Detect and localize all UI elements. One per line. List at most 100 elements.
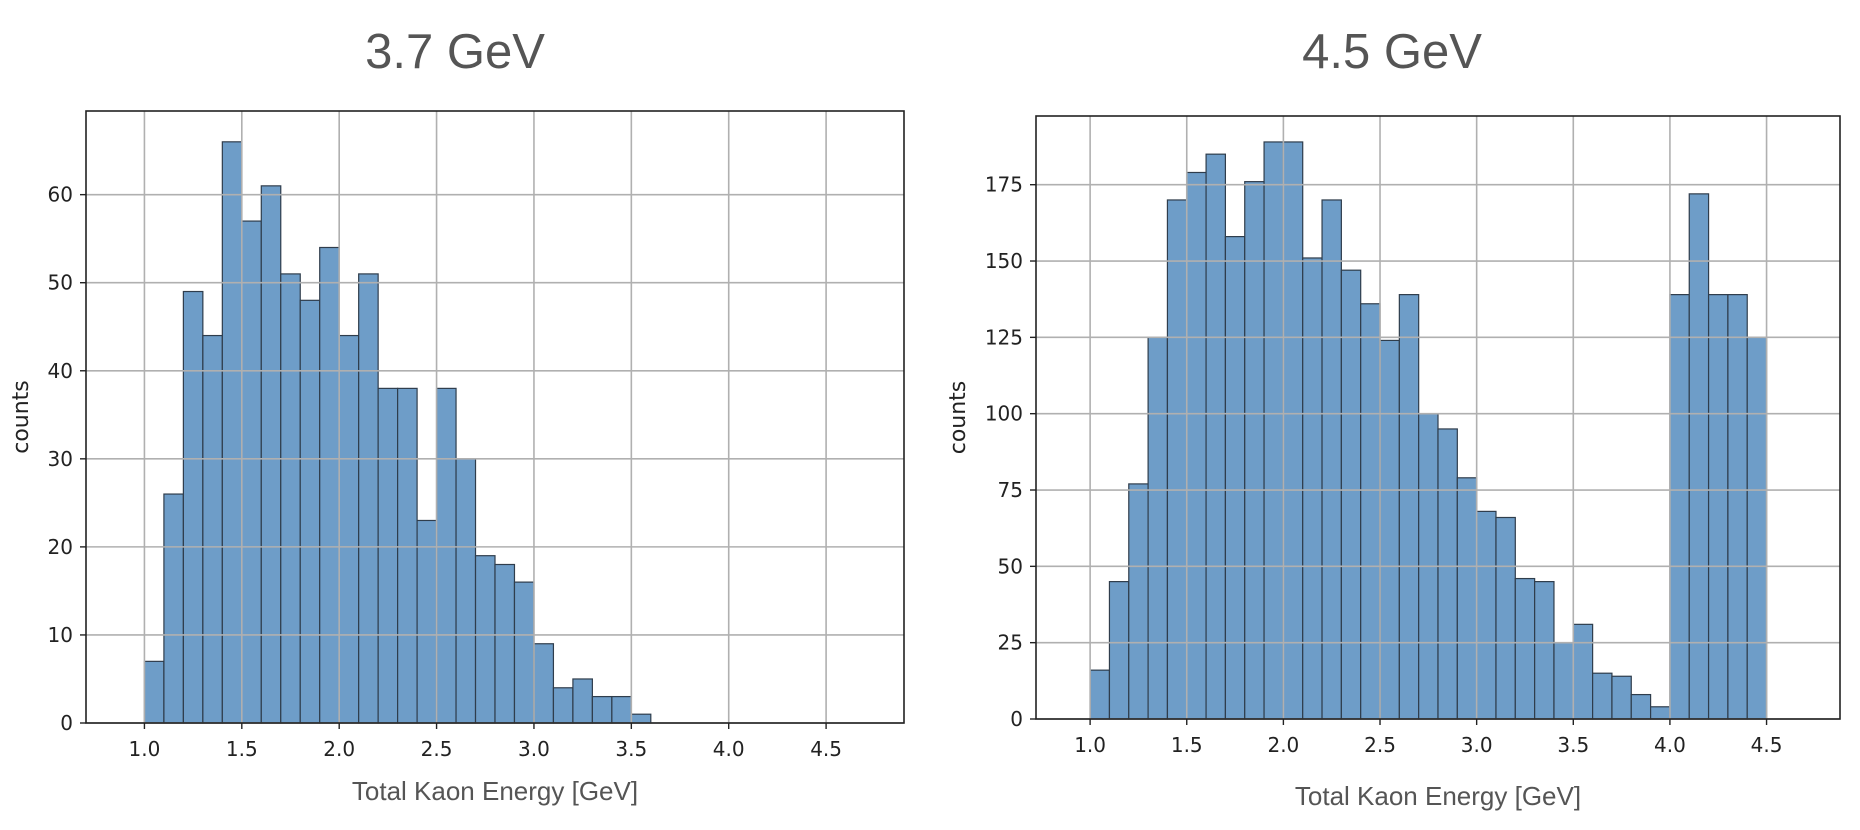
histogram-bar xyxy=(397,387,418,724)
histogram-bar xyxy=(513,581,535,724)
y-tick-label: 60 xyxy=(48,183,73,207)
histogram-bar xyxy=(299,299,321,724)
x-tick-label: 3.0 xyxy=(518,737,550,761)
histogram-bar xyxy=(221,141,243,724)
y-tick-label: 20 xyxy=(48,535,73,559)
histogram-bar xyxy=(1688,193,1710,720)
histogram-bar xyxy=(1495,516,1516,720)
y-tick-label: 150 xyxy=(985,249,1023,273)
x-tick-label: 3.0 xyxy=(1461,733,1493,757)
x-tick-label: 4.0 xyxy=(713,737,745,761)
histogram-bar xyxy=(1611,675,1632,720)
y-axis-label: counts xyxy=(9,380,34,454)
histogram-bar xyxy=(163,493,184,724)
histogram-bar xyxy=(1108,581,1130,720)
histogram-bar xyxy=(1360,303,1381,720)
histogram-bar xyxy=(1186,171,1207,720)
histogram-bar xyxy=(1476,510,1497,720)
x-tick-label: 2.0 xyxy=(1267,733,1299,757)
histogram-bar xyxy=(260,185,282,724)
y-tick-label: 25 xyxy=(998,631,1023,655)
histogram-bar xyxy=(1514,577,1536,720)
chart-panel-1: 1.0 1.5 2.0 2.5 3.0 3.5 4.0 4.5 0 10 20 30 40 50 60 3.7… xyxy=(9,25,905,806)
histogram-bar xyxy=(1437,428,1458,720)
histogram-bar xyxy=(1592,672,1613,720)
histogram-bar xyxy=(435,387,457,724)
y-tick-label: 50 xyxy=(998,554,1023,578)
histogram-bar xyxy=(1534,581,1555,720)
histogram-bar xyxy=(1669,294,1690,720)
histogram-bar xyxy=(1379,339,1400,720)
histogram-bar xyxy=(1224,236,1246,720)
y-axis-label: counts xyxy=(946,381,971,455)
histogram-bar xyxy=(1263,141,1284,720)
histogram-bar xyxy=(1630,693,1652,720)
x-tick-label: 4.5 xyxy=(1751,733,1783,757)
histogram-bar xyxy=(1302,257,1323,720)
x-axis-label: Total Kaon Energy [GeV] xyxy=(1295,781,1581,811)
histogram-bar xyxy=(474,555,496,724)
plot-frame xyxy=(1035,115,1841,720)
histogram-bar xyxy=(1147,336,1169,720)
histogram-bar xyxy=(1244,181,1265,720)
histogram-bar xyxy=(1727,294,1748,720)
histogram-bar xyxy=(1553,642,1574,720)
histogram-bar xyxy=(202,334,223,724)
plot-frame xyxy=(85,110,905,724)
y-tick-label: 0 xyxy=(1010,707,1023,731)
histogram-bar xyxy=(143,660,165,724)
y-tick-label: 50 xyxy=(48,271,73,295)
histogram-bar xyxy=(552,687,574,724)
y-tick-label: 0 xyxy=(60,711,73,735)
histogram-bar xyxy=(611,695,632,724)
histogram-bar xyxy=(494,563,516,724)
histogram-bar xyxy=(1089,669,1111,720)
x-tick-label: 2.5 xyxy=(1364,733,1396,757)
histogram-bar xyxy=(1398,294,1420,720)
y-tick-label: 175 xyxy=(985,173,1023,197)
x-tick-label: 2.5 xyxy=(421,737,453,761)
histogram-bar xyxy=(416,519,438,724)
histogram-bar xyxy=(630,713,652,724)
histogram-bar xyxy=(1128,483,1149,720)
histogram-bar xyxy=(358,273,379,724)
y-tick-label: 10 xyxy=(48,623,73,647)
histogram-bar xyxy=(572,678,593,724)
x-tick-label: 1.0 xyxy=(129,737,161,761)
histogram-bar xyxy=(1282,141,1304,720)
histogram-bar xyxy=(591,695,613,724)
x-tick-label: 3.5 xyxy=(1557,733,1589,757)
histogram-bar xyxy=(1321,199,1342,720)
histogram-bar xyxy=(1649,706,1671,720)
x-axis-label: Total Kaon Energy [GeV] xyxy=(352,776,638,806)
x-tick-label: 1.0 xyxy=(1074,733,1106,757)
histogram-bar xyxy=(1166,199,1188,720)
chart-title: 4.5 GeV xyxy=(1302,25,1482,79)
y-tick-label: 100 xyxy=(985,402,1023,426)
histogram-bar xyxy=(1456,477,1478,720)
y-tick-label: 40 xyxy=(48,359,73,383)
histogram-bar xyxy=(241,220,262,724)
histogram-bar xyxy=(1707,294,1729,720)
histogram-bar xyxy=(1746,336,1768,720)
histogram-bar xyxy=(319,246,340,724)
chart-title: 3.7 GeV xyxy=(365,25,545,79)
x-tick-label: 4.5 xyxy=(810,737,842,761)
histogram-bar xyxy=(455,458,477,724)
histogram-bar xyxy=(377,387,399,724)
chart-panel-2: 1.0 1.5 2.0 2.5 3.0 3.5 4.0 4.5 0 25 50 75 100 125 150… xyxy=(946,25,1841,811)
x-tick-label: 1.5 xyxy=(1171,733,1203,757)
histogram-bar xyxy=(182,290,204,724)
x-tick-label: 1.5 xyxy=(226,737,258,761)
histogram-bar xyxy=(1572,623,1594,720)
histogram-bar xyxy=(533,643,555,724)
histogram-bar xyxy=(338,334,360,724)
histogram-bar xyxy=(1205,153,1227,720)
x-tick-label: 4.0 xyxy=(1654,733,1686,757)
histogram-bar xyxy=(280,273,301,724)
y-tick-label: 30 xyxy=(48,447,73,471)
x-tick-label: 3.5 xyxy=(615,737,647,761)
y-tick-label: 75 xyxy=(998,478,1023,502)
